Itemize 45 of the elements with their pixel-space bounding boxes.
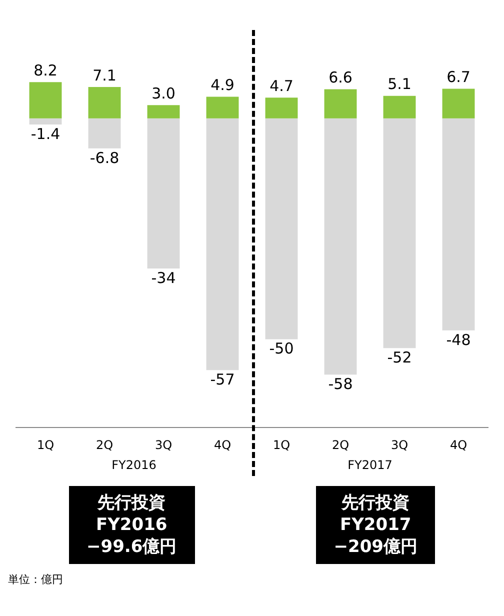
data-label: 4.7 <box>270 76 294 95</box>
text: 先行投資 FY2016 −99.6億円 <box>68 486 195 564</box>
text: 先行投資 FY2017 −209億円 <box>316 486 436 564</box>
data-label: 7.1 <box>92 66 116 84</box>
data-label: -48 <box>446 330 471 349</box>
x-tick-label: 4Q <box>214 438 232 452</box>
bar <box>324 118 357 375</box>
text: FY2016 <box>112 458 156 472</box>
data-label: 4.9 <box>210 76 234 94</box>
bar <box>383 118 416 348</box>
bar <box>147 118 180 269</box>
bar <box>442 118 475 330</box>
bar <box>147 105 180 118</box>
data-label: 8.2 <box>34 62 58 80</box>
data-label: 6.7 <box>446 68 470 86</box>
x-tick-label: 3Q <box>154 438 172 452</box>
data-label: 6.6 <box>328 68 352 87</box>
bar <box>265 98 298 118</box>
data-label: -58 <box>328 374 353 393</box>
bar <box>29 118 62 125</box>
bar <box>206 96 239 118</box>
data-label: -34 <box>151 268 176 287</box>
text: FY2017 <box>348 458 392 472</box>
x-tick-label: 2Q <box>96 438 114 452</box>
bar <box>324 89 357 118</box>
data-label: 5.1 <box>388 75 412 94</box>
x-tick-label: 2Q <box>332 438 350 452</box>
bar <box>383 96 416 118</box>
bar <box>442 88 475 118</box>
bar <box>265 118 298 340</box>
x-tick-label: 3Q <box>390 438 408 452</box>
data-label: -52 <box>387 348 412 366</box>
text: 単位：億円 <box>8 572 64 588</box>
bar <box>88 118 121 148</box>
data-label: -57 <box>210 370 235 389</box>
data-label: 3.0 <box>152 84 176 102</box>
bar <box>88 86 121 118</box>
bar <box>29 82 62 118</box>
x-tick-label: 4Q <box>450 438 468 452</box>
data-label: -6.8 <box>90 148 120 167</box>
data-label: -1.4 <box>30 124 60 143</box>
bar <box>206 118 239 370</box>
data-label: -50 <box>269 340 294 358</box>
x-tick-label: 1Q <box>272 438 290 452</box>
x-tick-label: 1Q <box>36 438 54 452</box>
